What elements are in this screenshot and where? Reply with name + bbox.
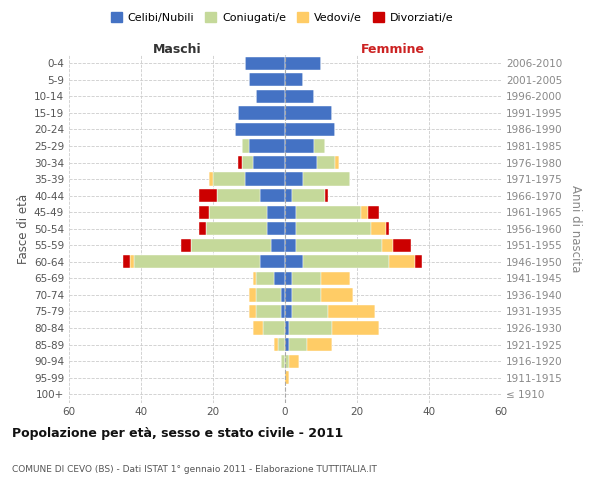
Bar xyxy=(321,288,353,302)
Bar xyxy=(285,288,292,302)
Bar xyxy=(271,238,285,252)
Bar xyxy=(285,305,292,318)
Bar xyxy=(285,90,314,103)
Bar xyxy=(209,206,267,219)
Bar xyxy=(368,206,379,219)
Bar xyxy=(389,255,415,268)
Bar xyxy=(281,288,285,302)
Bar xyxy=(260,189,285,202)
Bar xyxy=(134,255,260,268)
Bar xyxy=(242,156,253,169)
Bar xyxy=(278,338,285,351)
Bar xyxy=(292,288,321,302)
Bar xyxy=(289,354,299,368)
Bar xyxy=(242,140,249,152)
Bar xyxy=(332,322,379,334)
Bar xyxy=(253,322,263,334)
Bar xyxy=(130,255,134,268)
Bar xyxy=(382,238,393,252)
Bar xyxy=(123,255,130,268)
Text: Popolazione per età, sesso e stato civile - 2011: Popolazione per età, sesso e stato civil… xyxy=(12,428,343,440)
Bar xyxy=(325,189,328,202)
Bar xyxy=(281,305,285,318)
Bar xyxy=(307,338,332,351)
Bar xyxy=(361,206,368,219)
Bar xyxy=(249,288,256,302)
Bar xyxy=(285,156,317,169)
Bar xyxy=(335,156,339,169)
Bar xyxy=(285,73,303,86)
Text: Femmine: Femmine xyxy=(361,43,425,56)
Bar xyxy=(285,123,335,136)
Bar xyxy=(285,172,303,186)
Bar xyxy=(253,156,285,169)
Bar xyxy=(296,222,371,235)
Bar xyxy=(199,222,206,235)
Bar xyxy=(415,255,422,268)
Bar xyxy=(249,73,285,86)
Bar xyxy=(238,106,285,120)
Bar xyxy=(292,272,321,285)
Bar xyxy=(256,272,274,285)
Bar xyxy=(303,255,389,268)
Y-axis label: Anni di nascita: Anni di nascita xyxy=(569,185,582,272)
Y-axis label: Fasce di età: Fasce di età xyxy=(17,194,30,264)
Bar xyxy=(245,172,285,186)
Bar xyxy=(260,255,285,268)
Bar xyxy=(285,238,296,252)
Bar xyxy=(274,338,278,351)
Bar xyxy=(206,222,267,235)
Bar xyxy=(249,305,256,318)
Bar xyxy=(386,222,389,235)
Bar xyxy=(199,189,217,202)
Bar xyxy=(267,206,285,219)
Bar xyxy=(292,189,325,202)
Bar xyxy=(256,288,281,302)
Bar xyxy=(285,56,321,70)
Bar xyxy=(303,172,350,186)
Bar xyxy=(296,206,361,219)
Bar xyxy=(289,322,332,334)
Bar xyxy=(314,140,325,152)
Bar xyxy=(217,189,260,202)
Bar xyxy=(285,371,289,384)
Bar xyxy=(285,106,332,120)
Bar xyxy=(285,206,296,219)
Bar xyxy=(209,172,213,186)
Bar xyxy=(321,272,350,285)
Bar xyxy=(328,305,375,318)
Bar xyxy=(285,354,289,368)
Bar xyxy=(274,272,285,285)
Bar xyxy=(285,140,314,152)
Bar xyxy=(371,222,386,235)
Bar xyxy=(213,172,245,186)
Bar xyxy=(296,238,382,252)
Bar xyxy=(281,354,285,368)
Bar xyxy=(238,156,242,169)
Bar xyxy=(317,156,335,169)
Text: Maschi: Maschi xyxy=(152,43,202,56)
Bar xyxy=(285,189,292,202)
Bar xyxy=(267,222,285,235)
Bar xyxy=(253,272,256,285)
Bar xyxy=(249,140,285,152)
Bar xyxy=(256,90,285,103)
Bar xyxy=(181,238,191,252)
Bar xyxy=(235,123,285,136)
Bar xyxy=(191,238,271,252)
Bar xyxy=(285,272,292,285)
Bar xyxy=(289,338,307,351)
Bar xyxy=(285,338,289,351)
Bar xyxy=(285,322,289,334)
Bar xyxy=(393,238,411,252)
Legend: Celibi/Nubili, Coniugati/e, Vedovi/e, Divorziati/e: Celibi/Nubili, Coniugati/e, Vedovi/e, Di… xyxy=(106,8,458,28)
Text: COMUNE DI CEVO (BS) - Dati ISTAT 1° gennaio 2011 - Elaborazione TUTTITALIA.IT: COMUNE DI CEVO (BS) - Dati ISTAT 1° genn… xyxy=(12,466,377,474)
Bar xyxy=(245,56,285,70)
Bar xyxy=(292,305,328,318)
Bar xyxy=(285,222,296,235)
Bar xyxy=(199,206,209,219)
Bar xyxy=(263,322,285,334)
Bar xyxy=(285,255,303,268)
Bar xyxy=(256,305,281,318)
